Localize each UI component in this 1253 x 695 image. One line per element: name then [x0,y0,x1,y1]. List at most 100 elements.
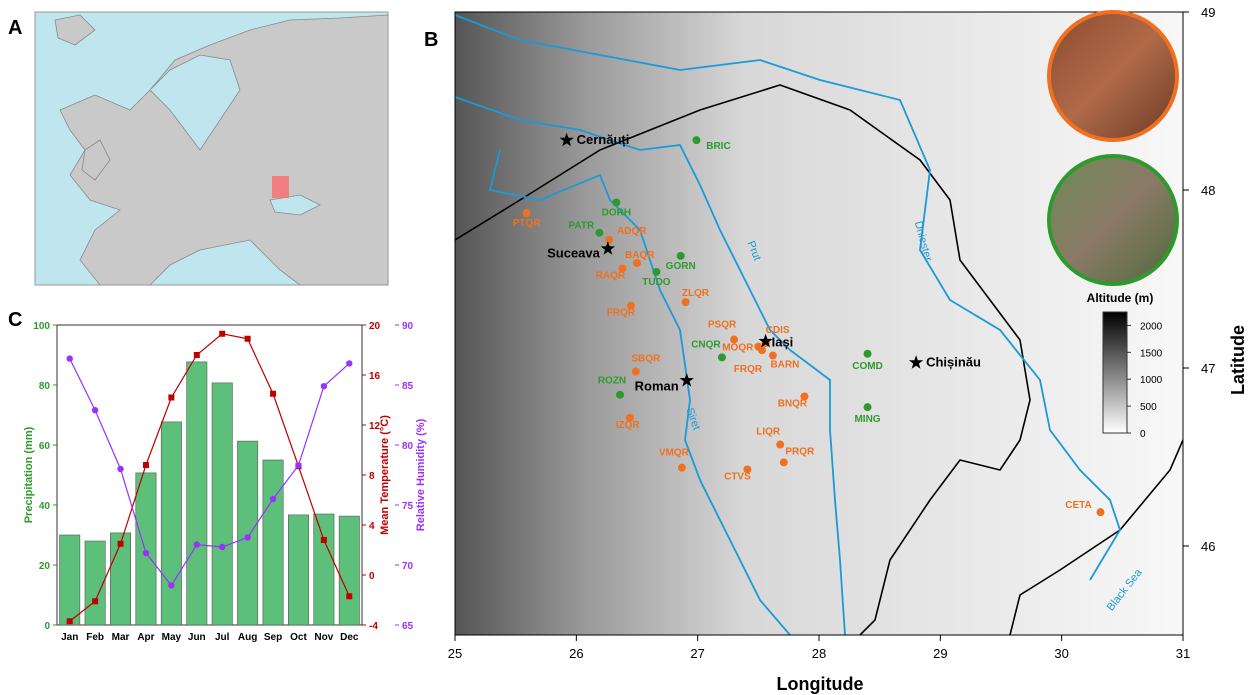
y-tick-label: 20 [39,561,51,572]
site-label: CDIS [766,325,790,336]
y-axis-title: Latitude [1228,325,1248,395]
point [193,352,200,358]
site-label: TUDO [642,277,671,288]
panel-label: C [8,309,22,331]
y-tick-label: 80 [39,381,51,392]
site-marker [677,463,686,472]
x-tick-label: Mar [112,632,130,643]
site-marker [692,136,701,145]
y-tick-label: 46 [1201,539,1215,554]
site-marker [631,367,640,376]
y2-tick-label: 16 [369,371,381,382]
city-marker [758,333,773,348]
point [244,335,251,342]
y-tick-label: 60 [39,441,51,452]
x-tick-label: 30 [1054,646,1068,661]
site-label: PTQR [513,218,542,229]
bar [262,459,284,626]
x-tick-label: Feb [86,632,104,643]
site-marker [863,403,872,412]
point [295,462,302,469]
site-label: PATR [569,221,596,232]
site-label: BRIC [706,141,730,152]
x-tick-label: Jun [188,632,206,643]
site-label: CTVS [724,471,751,482]
y3-tick-label: 85 [402,381,414,392]
colorbar [1102,311,1128,434]
site-marker [522,209,531,218]
bar [186,361,208,626]
y3-tick-label: 80 [402,441,414,452]
point [346,360,353,367]
site-label: MOQR [722,343,754,354]
point [219,543,226,551]
site-label: DORH [602,207,631,218]
line [69,333,350,622]
point [168,394,175,401]
y3-tick-label: 75 [402,501,414,512]
x-tick-label: 29 [933,646,947,661]
site-marker [681,298,690,307]
x-tick-label: Sep [264,632,282,643]
x-tick-label: Aug [238,632,257,643]
panel-label: A [8,17,22,39]
point [244,534,251,541]
x-tick-label: May [162,632,182,643]
x-tick-label: 28 [812,646,826,661]
bar [59,534,81,626]
europe-map [34,11,389,286]
y3-tick-label: 65 [402,621,414,632]
site-label: SBQR [631,354,661,365]
colorbar-title: Altitude (m) [1087,291,1154,305]
bar [135,472,157,626]
line [69,358,350,587]
x-tick-label: 27 [690,646,704,661]
bar [338,515,360,626]
point [66,355,73,362]
city-label: Chișinău [926,355,981,370]
point [117,465,124,473]
site-marker [625,413,634,422]
colorbar-tick-label: 500 [1140,402,1157,413]
point [142,462,149,468]
site-label: BNQR [778,398,808,409]
y2-tick-label: 12 [369,421,381,432]
site-label: IZQR [616,420,641,431]
y2-tick-label: 20 [369,321,381,332]
site-marker [652,267,661,276]
city-label: Iași [772,334,794,349]
point [117,540,124,547]
x-tick-label: 26 [569,646,583,661]
y3-axis-title: Relative Humidity (%) [415,418,427,531]
city-marker [679,373,694,387]
bar [211,382,233,626]
site-label: FRQR [734,364,763,375]
point [92,598,99,605]
x-tick-label: Jul [215,632,230,643]
site-label: GORN [666,261,696,272]
site-label: LIQR [756,427,781,438]
site-label: ADQR [617,226,647,237]
site-label: VMQR [659,448,690,459]
city-marker [559,132,574,147]
colorbar-tick-label: 1000 [1140,375,1163,386]
site-label: MING [854,414,880,425]
y2-tick-label: 8 [369,471,375,482]
y-tick-label: 100 [33,321,50,332]
y-tick-label: 47 [1201,361,1215,376]
bar [84,540,106,626]
y-tick-label: 40 [39,501,51,512]
city-label: Cernăuți [577,132,630,147]
bar [287,514,309,626]
site-marker [730,335,739,344]
y2-tick-label: 0 [369,571,375,582]
y-tick-label: 0 [44,621,50,632]
site-marker [1096,508,1105,517]
point [346,593,353,600]
site-marker [676,251,685,260]
site-marker [776,440,785,449]
site-marker [616,390,625,399]
site-label: RAQR [596,270,626,281]
point [193,541,200,548]
point [168,582,175,589]
